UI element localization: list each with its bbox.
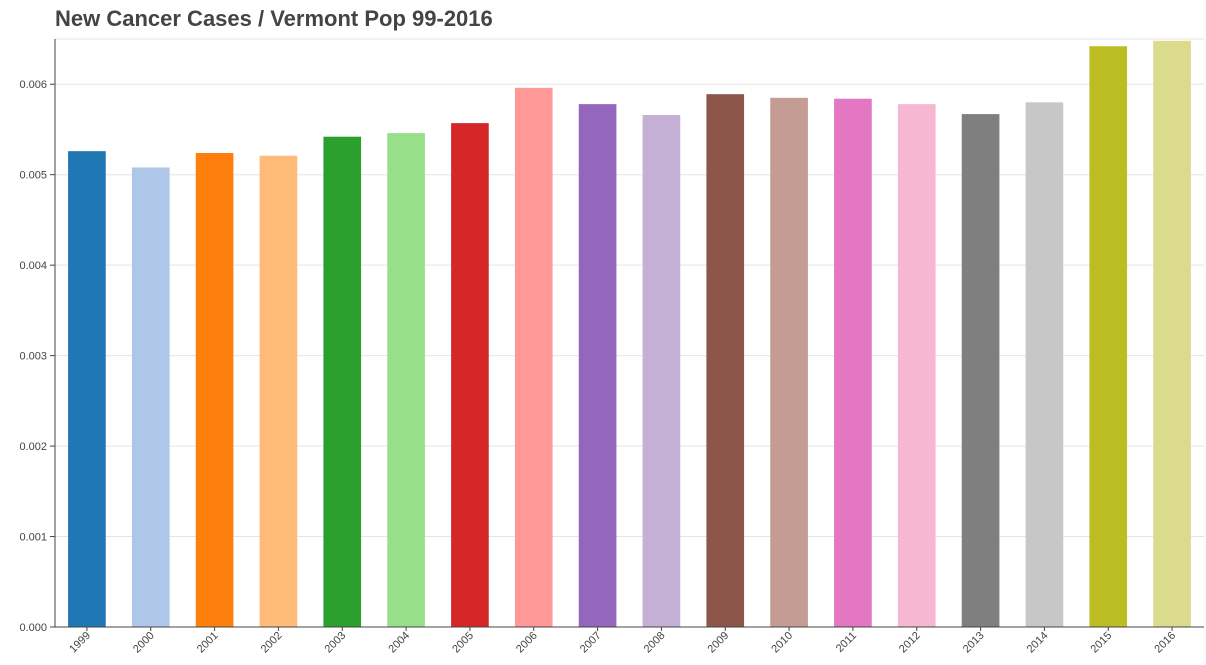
x-tick-label: 2001 bbox=[195, 630, 221, 656]
x-tick-label: 2004 bbox=[386, 630, 412, 656]
x-tick-label: 2005 bbox=[450, 630, 476, 656]
x-tick-label: 2014 bbox=[1025, 630, 1051, 656]
x-tick-label: 2009 bbox=[706, 630, 732, 656]
y-tick-label: 0.003 bbox=[19, 351, 47, 363]
x-tick-label: 2011 bbox=[834, 630, 859, 655]
y-tick-label: 0.002 bbox=[19, 441, 47, 453]
bar-2003 bbox=[323, 136, 362, 627]
x-tick-label: 2007 bbox=[578, 630, 604, 656]
bar-2005 bbox=[451, 123, 489, 627]
bar-2010 bbox=[770, 97, 808, 628]
bar-2012 bbox=[897, 104, 936, 627]
x-tick-label: 2010 bbox=[769, 630, 795, 656]
y-tick-label: 0.001 bbox=[19, 532, 47, 544]
x-tick-label: 2006 bbox=[514, 630, 540, 656]
bar-2015 bbox=[1089, 46, 1128, 627]
y-tick-label: 0.004 bbox=[19, 260, 47, 272]
axes bbox=[54, 39, 1204, 628]
x-tick-label: 2016 bbox=[1152, 630, 1178, 656]
bar-2007 bbox=[578, 104, 617, 627]
bar-2011 bbox=[834, 98, 872, 628]
y-tick-label: 0.000 bbox=[19, 622, 47, 634]
bar-2008 bbox=[642, 114, 681, 628]
bar-2004 bbox=[387, 133, 425, 627]
bar-2006 bbox=[514, 87, 553, 627]
bar-2002 bbox=[259, 155, 298, 628]
x-tick-label: 2000 bbox=[131, 630, 157, 656]
x-tick-label: 1999 bbox=[67, 630, 93, 656]
x-tick-label: 2002 bbox=[259, 630, 285, 656]
x-tick-label: 2008 bbox=[642, 630, 668, 656]
x-tick-label: 2015 bbox=[1089, 630, 1115, 656]
bar-2009 bbox=[706, 94, 745, 628]
x-tick-label: 2013 bbox=[961, 630, 987, 656]
bar-2016 bbox=[1153, 40, 1191, 628]
y-axis-ticks: 0.000 0.001 0.002 0.003 0.004 0.005 0.006 bbox=[19, 79, 55, 634]
bar-2013 bbox=[961, 114, 1000, 628]
x-axis-ticks: 1999 2000 2001 2002 2003 2004 2005 2006 2007 2008… bbox=[67, 627, 1178, 655]
x-tick-label: 2003 bbox=[323, 630, 349, 656]
bar-2001 bbox=[195, 152, 234, 627]
bar-2000 bbox=[131, 167, 170, 627]
y-tick-label: 0.005 bbox=[19, 170, 47, 182]
x-tick-label: 2012 bbox=[897, 630, 923, 656]
bar-2014 bbox=[1025, 102, 1064, 628]
bars bbox=[68, 40, 1191, 628]
chart-title: New Cancer Cases / Vermont Pop 99-2016 bbox=[55, 6, 493, 31]
y-tick-label: 0.006 bbox=[19, 79, 47, 91]
bar-1999 bbox=[68, 151, 106, 627]
